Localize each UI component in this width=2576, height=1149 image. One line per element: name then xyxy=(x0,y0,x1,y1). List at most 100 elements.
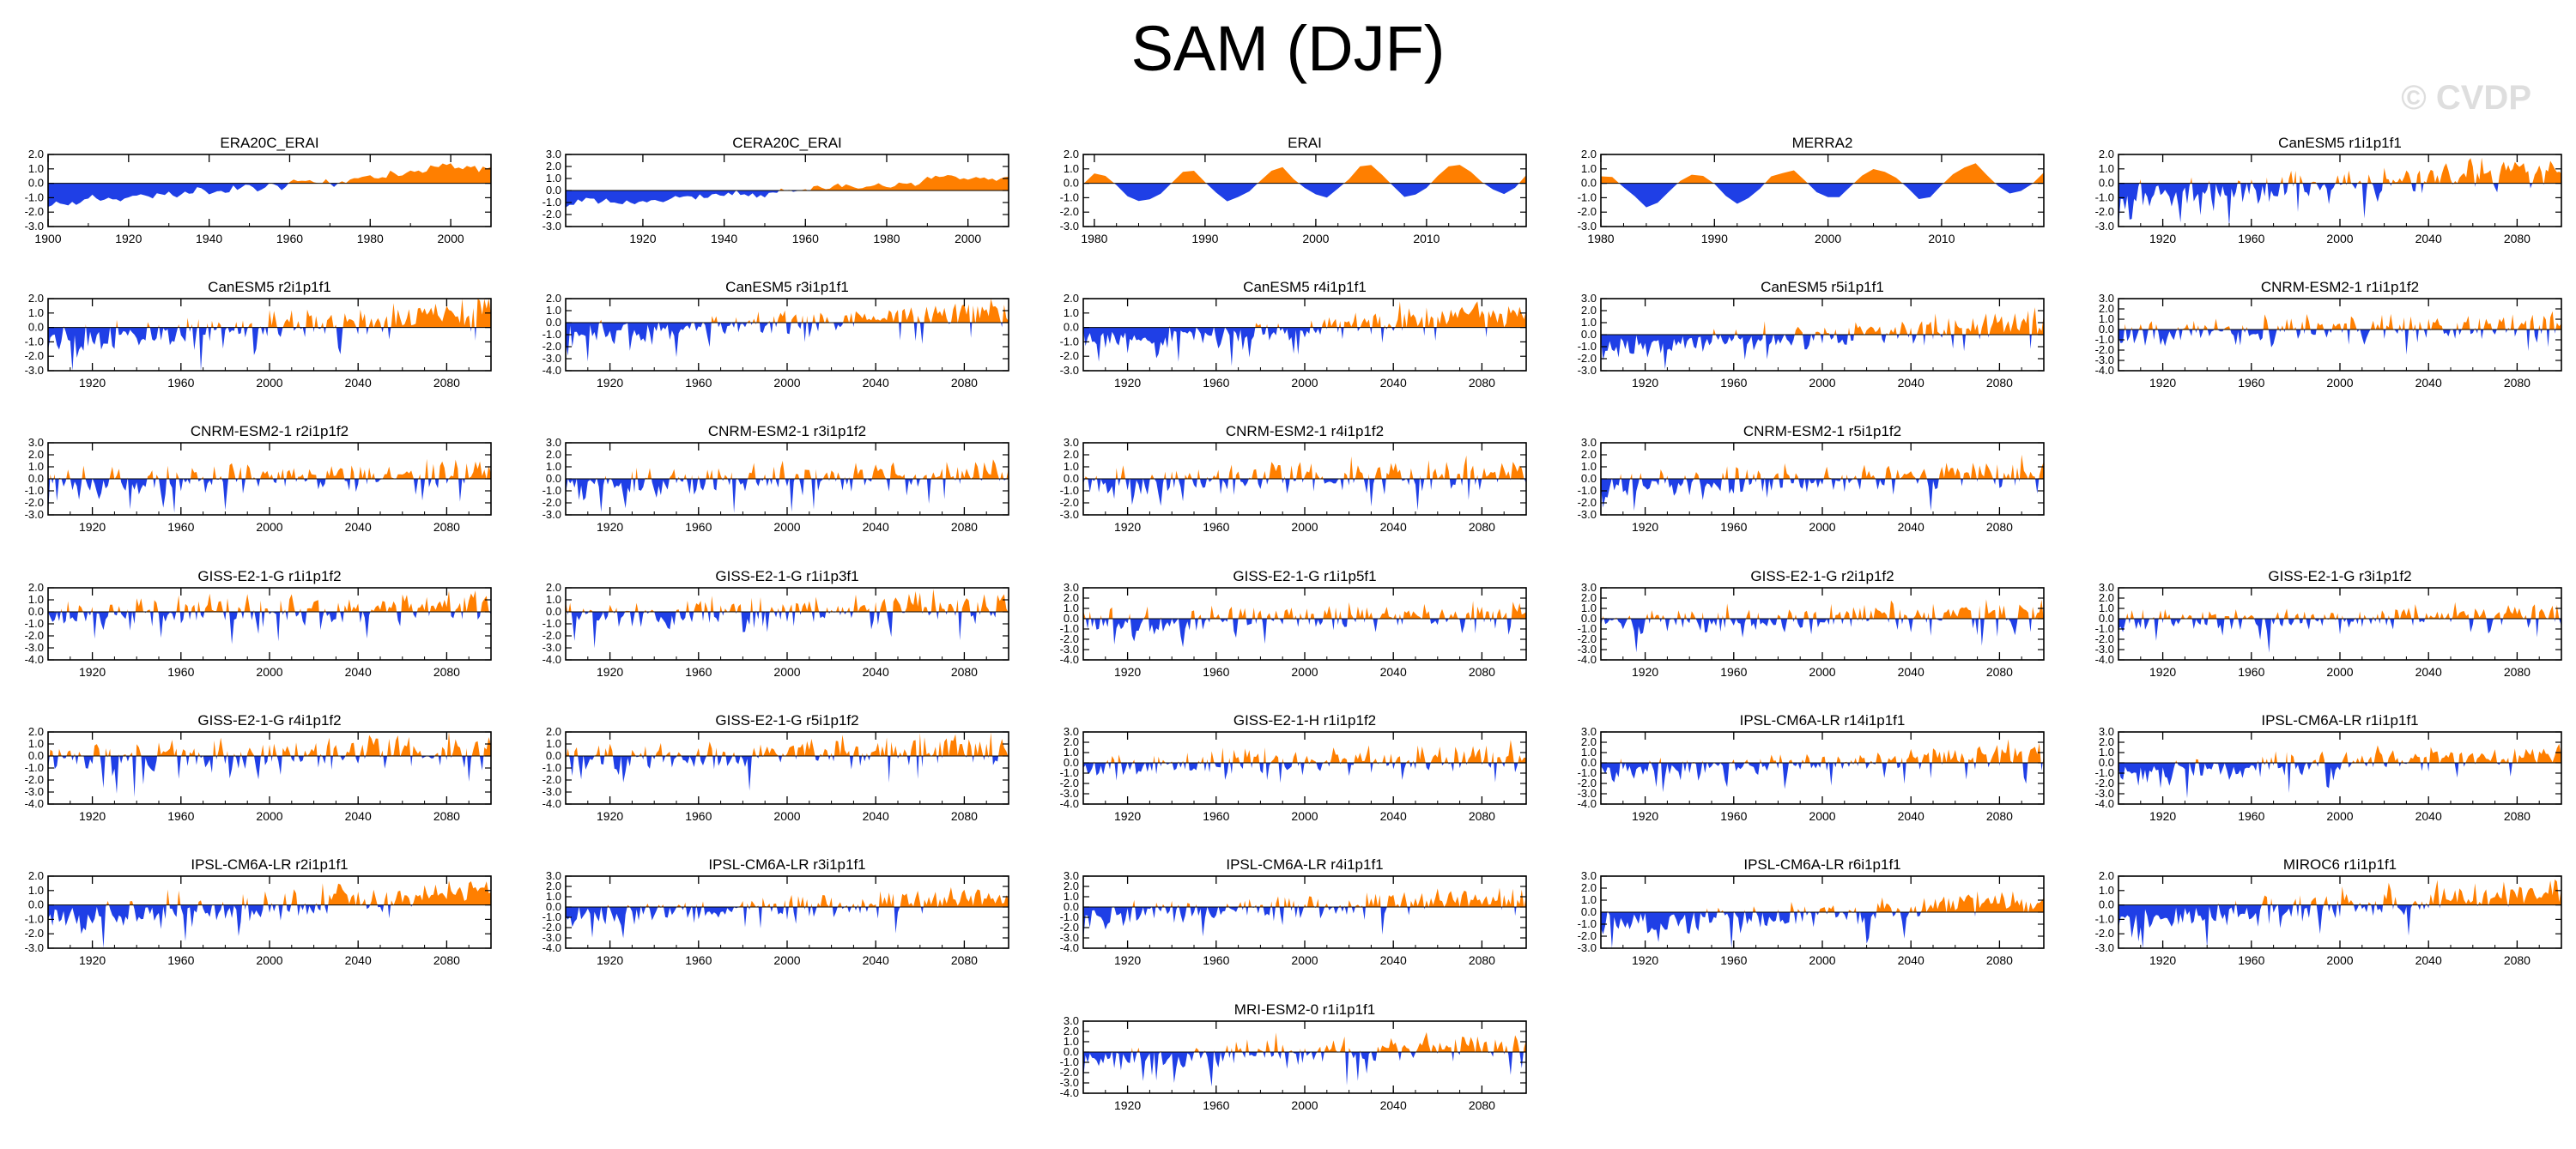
y-tick-label: 2.0 xyxy=(1064,448,1079,461)
y-tick-label: 3.0 xyxy=(546,436,561,449)
x-tick-label: 1920 xyxy=(79,665,106,679)
x-tick-label: 1960 xyxy=(1203,665,1229,679)
panel-title: CNRM-ESM2-1 r5i1p1f2 xyxy=(1743,423,1901,439)
y-tick-label: -3.0 xyxy=(2095,643,2114,656)
chart-panel: IPSL-CM6A-LR r14i1p1f1 3.02.01.00.0-1.0-2… xyxy=(1578,712,2045,823)
y-tick-label: -4.0 xyxy=(25,797,44,810)
y-tick-label: 0.0 xyxy=(28,898,44,911)
panel-title: GISS-E2-1-G r5i1p1f2 xyxy=(715,712,858,729)
y-tick-label: -4.0 xyxy=(1578,653,1597,666)
y-tick-label: -1.0 xyxy=(1060,484,1079,497)
y-tick-label: -3.0 xyxy=(1060,1076,1079,1089)
y-tick-label: -2.0 xyxy=(542,773,561,786)
x-tick-label: 2080 xyxy=(1469,809,1495,823)
y-tick-label: 1.0 xyxy=(1581,316,1597,329)
positive-area xyxy=(2139,157,2561,184)
chart-panel: CNRM-ESM2-1 r5i1p1f2 3.02.01.00.0-1.0-2.0… xyxy=(1578,423,2045,534)
y-tick-label: -3.0 xyxy=(1060,643,1079,656)
y-tick-label: 1.0 xyxy=(28,884,44,897)
x-tick-label: 1960 xyxy=(167,376,194,390)
panel-title: CanESM5 r4i1p1f1 xyxy=(1243,279,1367,295)
y-tick-label: -1.0 xyxy=(1060,1055,1079,1068)
y-tick-label: 1.0 xyxy=(1064,1035,1079,1048)
y-tick-label: -3.0 xyxy=(1578,220,1597,233)
x-tick-label: 1920 xyxy=(79,809,106,823)
x-tick-label: 2000 xyxy=(773,376,800,390)
x-tick-label: 2040 xyxy=(863,665,889,679)
y-tick-label: 0.0 xyxy=(1581,756,1597,769)
y-tick-label: 0.0 xyxy=(1581,177,1597,190)
y-tick-label: 2.0 xyxy=(546,160,561,172)
x-tick-label: 2040 xyxy=(2415,665,2442,679)
positive-area xyxy=(1083,1031,1526,1052)
y-tick-label: 0.0 xyxy=(28,472,44,485)
chart-panel: IPSL-CM6A-LR r4i1p1f1 3.02.01.00.0-1.0-2.… xyxy=(1060,856,1527,967)
y-tick-label: -2.0 xyxy=(542,340,561,353)
y-tick-label: 1.0 xyxy=(1064,890,1079,903)
x-tick-label: 2040 xyxy=(863,520,889,534)
x-tick-label: 1920 xyxy=(2149,665,2176,679)
x-tick-label: 1920 xyxy=(2149,232,2176,245)
panel-title: GISS-E2-1-G r1i1p1f2 xyxy=(197,568,341,584)
y-tick-label: -3.0 xyxy=(542,785,561,798)
y-tick-label: -3.0 xyxy=(1578,787,1597,800)
y-tick-label: -4.0 xyxy=(1060,797,1079,810)
y-tick-label: -1.0 xyxy=(25,335,44,348)
y-tick-label: 2.0 xyxy=(28,581,44,594)
chart-panel: GISS-E2-1-G r1i1p3f1 2.01.00.0-1.0-2.0-3.… xyxy=(542,568,1009,679)
x-tick-label: 1920 xyxy=(597,665,623,679)
x-tick-label: 1920 xyxy=(79,953,106,967)
y-tick-label: -2.0 xyxy=(25,927,44,940)
x-tick-label: 2040 xyxy=(1380,665,1407,679)
x-tick-label: 2000 xyxy=(2326,232,2353,245)
x-tick-label: 2040 xyxy=(1898,376,1924,390)
x-tick-label: 2040 xyxy=(2415,953,2442,967)
y-tick-label: 1.0 xyxy=(1064,602,1079,614)
positive-area xyxy=(2217,879,2561,905)
x-tick-label: 2040 xyxy=(345,520,372,534)
y-tick-label: -2.0 xyxy=(542,629,561,642)
positive-area xyxy=(48,590,491,612)
chart-panel: MIROC6 r1i1p1f1 2.0 1.00.0-1.0 -2.0-3.0 1920… xyxy=(2095,856,2562,967)
positive-area xyxy=(566,732,1009,756)
panel-title: CNRM-ESM2-1 r2i1p1f2 xyxy=(191,423,349,439)
panel-title: CanESM5 r5i1p1f1 xyxy=(1761,279,1884,295)
y-tick-label: -2.0 xyxy=(542,921,561,934)
panel-title: CNRM-ESM2-1 r1i1p1f2 xyxy=(2261,279,2419,295)
y-tick-label: 1.0 xyxy=(1581,602,1597,614)
panel-title: GISS-E2-1-G r1i1p5f1 xyxy=(1233,568,1376,584)
y-tick-label: 1.0 xyxy=(1581,893,1597,906)
y-tick-label: 3.0 xyxy=(1581,725,1597,738)
y-tick-label: 0.0 xyxy=(1064,321,1079,334)
x-tick-label: 1920 xyxy=(115,232,142,245)
x-tick-label: 2000 xyxy=(955,232,981,245)
x-tick-label: 2080 xyxy=(1986,376,2013,390)
y-tick-label: -2.0 xyxy=(1060,777,1079,789)
y-tick-label: 1.0 xyxy=(1064,162,1079,175)
plot-frame xyxy=(47,154,492,227)
panel-title: MERRA2 xyxy=(1792,135,1853,151)
negative-area xyxy=(48,904,491,948)
chart-panel: IPSL-CM6A-LR r2i1p1f1 2.0 1.00.0-1.0 -2.0-3… xyxy=(25,856,492,967)
y-tick-label: -3.0 xyxy=(542,641,561,654)
y-tick-label: -2.0 xyxy=(2095,632,2114,645)
x-tick-label: 1960 xyxy=(685,520,712,534)
y-tick-label: 0.0 xyxy=(28,177,44,190)
panel-title: MIROC6 r1i1p1f1 xyxy=(2283,856,2397,873)
x-tick-label: 1920 xyxy=(1114,520,1141,534)
y-tick-label: -4.0 xyxy=(542,941,561,954)
x-tick-label: 1960 xyxy=(276,232,303,245)
y-tick-label: 3.0 xyxy=(1581,292,1597,305)
y-tick-label: -1.0 xyxy=(1578,622,1597,635)
y-tick-label: -3.0 xyxy=(2095,354,2114,366)
y-tick-label: -3.0 xyxy=(2095,941,2114,954)
negative-area xyxy=(1601,335,2044,370)
y-tick-label: -4.0 xyxy=(2095,797,2114,810)
plot-frame xyxy=(47,587,492,661)
x-tick-label: 1920 xyxy=(629,232,656,245)
y-tick-label: -3.0 xyxy=(2095,220,2114,233)
y-tick-label: 3.0 xyxy=(546,148,561,160)
x-tick-label: 2040 xyxy=(1380,809,1407,823)
y-tick-label: 2.0 xyxy=(546,880,561,892)
